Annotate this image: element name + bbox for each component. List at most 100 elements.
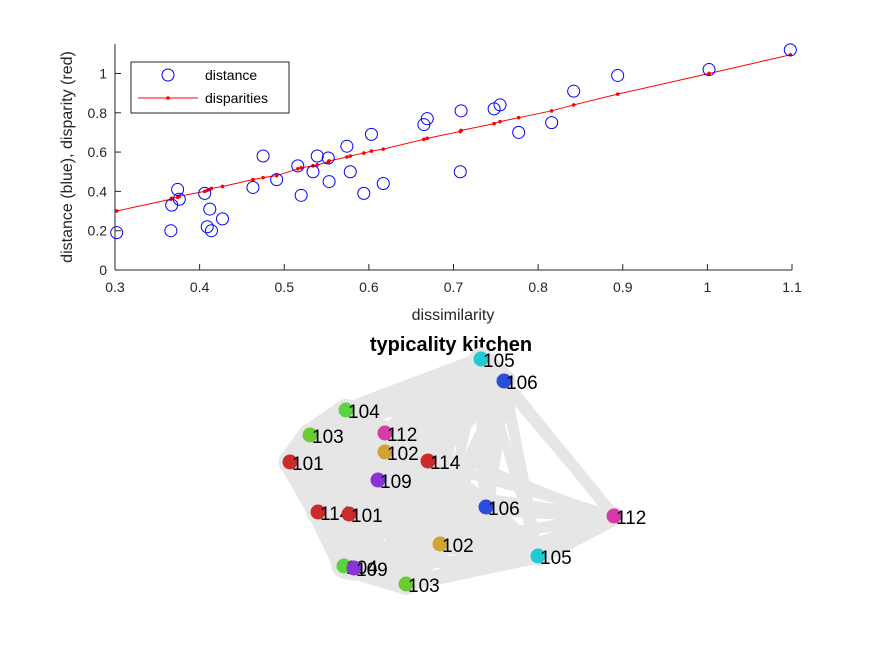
disparities-point bbox=[299, 166, 303, 170]
disparities-point bbox=[615, 92, 620, 96]
distance-point bbox=[204, 224, 218, 238]
disparities-series bbox=[114, 53, 793, 213]
network-edge bbox=[343, 557, 417, 595]
distance-point bbox=[322, 175, 336, 189]
network-node-label: 114 bbox=[430, 453, 461, 474]
network-node bbox=[346, 560, 362, 576]
network-node-label: 101 bbox=[292, 454, 324, 475]
network-node bbox=[606, 508, 622, 524]
network-node bbox=[341, 506, 357, 522]
distance-point bbox=[420, 112, 434, 126]
x-axis-ticks: 0.3 0.4 0.5 0.6 0.7 0.8 0.9 1 1.1 bbox=[105, 264, 802, 295]
distance-point bbox=[567, 84, 581, 98]
network-node-label: 114 bbox=[320, 504, 351, 525]
distance-point bbox=[783, 43, 797, 57]
disparities-point bbox=[571, 103, 576, 107]
network-node-label: 106 bbox=[488, 499, 520, 520]
disparities-point bbox=[114, 209, 119, 213]
network-node bbox=[530, 548, 546, 564]
disparities-point bbox=[498, 119, 502, 124]
disparities-point bbox=[516, 115, 521, 120]
x-tick-label: 0.8 bbox=[528, 279, 548, 295]
distance-point bbox=[256, 149, 270, 163]
disparities-point bbox=[381, 147, 386, 151]
network-node-label: 103 bbox=[408, 576, 440, 597]
disparities-point bbox=[707, 71, 711, 76]
disparities-point bbox=[459, 128, 463, 133]
distance-point bbox=[270, 173, 284, 187]
scatter-chart: 0.3 0.4 0.5 0.6 0.7 0.8 0.9 1 1.1 0 0.2 0.4 0.6 0.8 1… bbox=[59, 43, 802, 324]
disparities-point bbox=[327, 159, 331, 163]
disparities-point bbox=[209, 186, 214, 191]
network-node-label: 112 bbox=[387, 425, 417, 446]
network-node bbox=[282, 454, 298, 470]
y-tick-label: 0.8 bbox=[88, 105, 108, 121]
y-tick-label: 0.4 bbox=[88, 183, 108, 199]
disparities-point bbox=[261, 175, 265, 180]
y-tick-label: 0 bbox=[99, 262, 107, 278]
x-tick-label: 1.1 bbox=[782, 279, 802, 295]
distance-point bbox=[364, 127, 378, 141]
legend-distance-label: distance bbox=[205, 67, 257, 83]
distance-point bbox=[376, 177, 390, 191]
distance-point bbox=[340, 139, 354, 153]
distance-point bbox=[294, 188, 308, 202]
network-node bbox=[302, 427, 318, 443]
distance-point bbox=[203, 202, 217, 216]
network-node-label: 102 bbox=[387, 444, 419, 465]
disparities-point bbox=[369, 149, 374, 153]
y-tick-label: 0.2 bbox=[88, 223, 108, 239]
distance-point bbox=[164, 224, 178, 238]
distance-point bbox=[493, 98, 507, 112]
distance-point bbox=[545, 116, 559, 130]
network-node-label: 102 bbox=[442, 536, 474, 557]
disparities-point bbox=[422, 137, 426, 142]
network-node bbox=[473, 351, 489, 367]
network-node-label: 105 bbox=[540, 548, 572, 569]
distance-point bbox=[200, 220, 214, 234]
disparities-point bbox=[492, 121, 496, 126]
network-node bbox=[478, 499, 494, 515]
x-tick-label: 0.6 bbox=[359, 279, 379, 295]
x-tick-label: 0.7 bbox=[444, 279, 464, 295]
disparities-point bbox=[251, 177, 255, 182]
distance-point bbox=[306, 165, 320, 179]
network-node-label: 101 bbox=[351, 506, 383, 527]
network-node bbox=[310, 504, 326, 520]
network-node-label: 104 bbox=[348, 402, 380, 423]
distance-point bbox=[702, 63, 716, 77]
distance-point bbox=[171, 182, 185, 196]
network-node bbox=[377, 444, 393, 460]
network-node-label: 105 bbox=[483, 351, 515, 372]
distance-point bbox=[357, 186, 371, 200]
network-node bbox=[398, 576, 414, 592]
network-node-label: 103 bbox=[312, 427, 344, 448]
distance-point bbox=[110, 226, 124, 240]
x-tick-label: 0.3 bbox=[105, 279, 125, 295]
disparities-point bbox=[295, 166, 300, 171]
distance-point bbox=[343, 165, 357, 179]
legend-disparities-label: disparities bbox=[205, 90, 268, 106]
distance-point bbox=[453, 165, 467, 179]
network-edge bbox=[498, 375, 620, 522]
legend-distance-marker bbox=[161, 68, 175, 82]
disparities-point bbox=[274, 173, 279, 178]
network-node bbox=[377, 425, 393, 441]
distance-point bbox=[512, 125, 526, 139]
distance-point bbox=[291, 159, 305, 173]
legend: distance disparities bbox=[130, 61, 290, 114]
network-node bbox=[496, 373, 512, 389]
x-tick-label: 1 bbox=[703, 279, 711, 295]
legend-box bbox=[130, 61, 290, 114]
network-node-label: 109 bbox=[380, 472, 412, 493]
disparities-point bbox=[220, 184, 225, 189]
disparities-point bbox=[549, 109, 554, 113]
network-node bbox=[420, 453, 436, 469]
distance-point bbox=[198, 186, 212, 200]
x-tick-label: 0.9 bbox=[613, 279, 633, 295]
disparities-point bbox=[348, 154, 353, 158]
distance-point bbox=[321, 151, 335, 165]
distance-point bbox=[454, 104, 468, 118]
